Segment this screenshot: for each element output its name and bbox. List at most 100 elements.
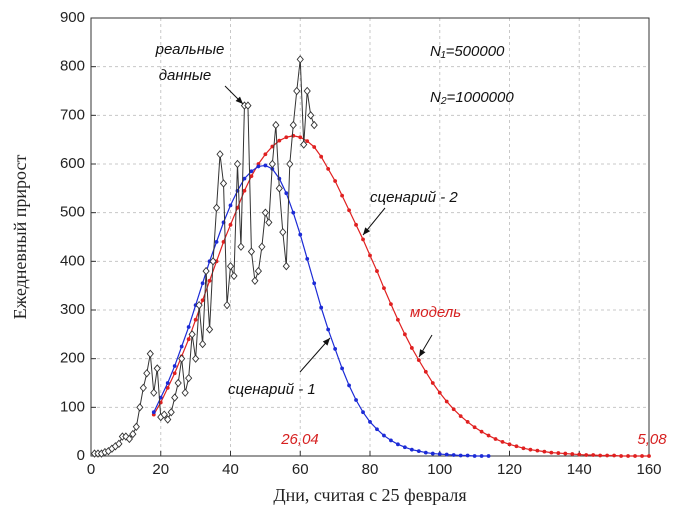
data-point (402, 445, 407, 450)
data-point (605, 453, 610, 458)
annotation: 26,04 (280, 431, 319, 448)
x-tick-label: 120 (497, 461, 522, 478)
data-point (136, 403, 144, 412)
data-point (340, 193, 344, 198)
annotation: модель (410, 304, 461, 321)
data-point (298, 135, 303, 140)
data-point (368, 420, 372, 424)
data-point (375, 269, 379, 273)
data-point (258, 242, 266, 251)
data-point (212, 203, 221, 212)
data-point (165, 385, 170, 390)
data-point (167, 408, 175, 417)
data-point (228, 203, 233, 208)
data-point (151, 410, 156, 415)
data-point (409, 346, 414, 350)
data-point (249, 169, 254, 174)
data-point (286, 159, 294, 169)
data-point (207, 278, 212, 283)
data-point (200, 298, 205, 303)
arrow-head (322, 338, 330, 346)
data-point (237, 242, 245, 251)
data-point (228, 222, 233, 227)
data-point (230, 271, 238, 281)
data-point (507, 442, 512, 447)
data-point (261, 208, 269, 217)
data-point (430, 451, 435, 456)
x-tick-label: 80 (362, 461, 379, 478)
data-point (556, 451, 561, 455)
data-point (186, 325, 191, 329)
data-point (193, 317, 198, 322)
data-point (172, 371, 177, 376)
data-point (584, 453, 589, 457)
data-point (282, 262, 290, 271)
annotation: N₁=500000 (430, 43, 505, 60)
data-point (284, 135, 289, 140)
data-point (205, 325, 214, 334)
y-tick-label: 500 (60, 204, 85, 221)
x-tick-label: 140 (567, 461, 592, 478)
data-point (249, 174, 254, 179)
y-axis-title: Ежедневный прирост (10, 155, 30, 320)
x-tick-label: 100 (427, 461, 452, 478)
data-point (333, 347, 338, 351)
data-point (619, 454, 623, 458)
data-point (270, 144, 275, 149)
data-point (375, 427, 379, 432)
data-point (185, 373, 193, 383)
data-point (472, 425, 477, 430)
x-axis-title: Дни, считая с 25 февраля (273, 485, 466, 505)
data-point (319, 154, 324, 159)
data-point (125, 434, 133, 444)
data-point (423, 450, 428, 455)
data-point (591, 453, 596, 457)
data-point (153, 364, 161, 373)
data-point (174, 378, 182, 388)
data-point (368, 253, 372, 258)
data-point (549, 450, 554, 455)
data-point (416, 358, 421, 363)
data-point (115, 439, 123, 449)
data-point (200, 281, 205, 286)
data-point (382, 433, 386, 438)
data-point (300, 140, 308, 149)
data-point (486, 454, 491, 458)
data-point (451, 453, 456, 457)
annotation: сценарий - 2 (370, 189, 458, 206)
data-point (312, 281, 317, 286)
data-point (254, 266, 262, 276)
data-point (396, 317, 400, 322)
data-point (458, 414, 463, 418)
data-point (275, 184, 283, 193)
y-tick-label: 200 (60, 350, 85, 367)
data-point (256, 164, 261, 169)
data-point (195, 300, 203, 310)
data-point (178, 354, 186, 363)
data-point (465, 420, 470, 424)
data-point (472, 454, 477, 458)
data-point (172, 364, 177, 368)
data-point (143, 369, 151, 378)
data-point (150, 388, 158, 397)
data-point (493, 437, 498, 441)
data-point (242, 176, 247, 181)
data-point (514, 444, 519, 449)
data-point (129, 429, 137, 439)
data-point (361, 237, 365, 242)
x-tick-label: 20 (152, 461, 169, 478)
data-point (146, 349, 154, 358)
data-point (333, 179, 338, 183)
x-tick-label: 160 (636, 461, 661, 478)
data-point (132, 422, 140, 431)
data-point (402, 332, 407, 337)
data-point (326, 327, 331, 332)
data-point (305, 257, 310, 261)
data-point (423, 369, 428, 374)
data-point (451, 407, 456, 412)
data-point (179, 344, 184, 349)
data-point (188, 330, 196, 339)
data-point (247, 247, 256, 256)
y-tick-label: 100 (60, 398, 85, 415)
y-tick-label: 300 (60, 301, 85, 318)
